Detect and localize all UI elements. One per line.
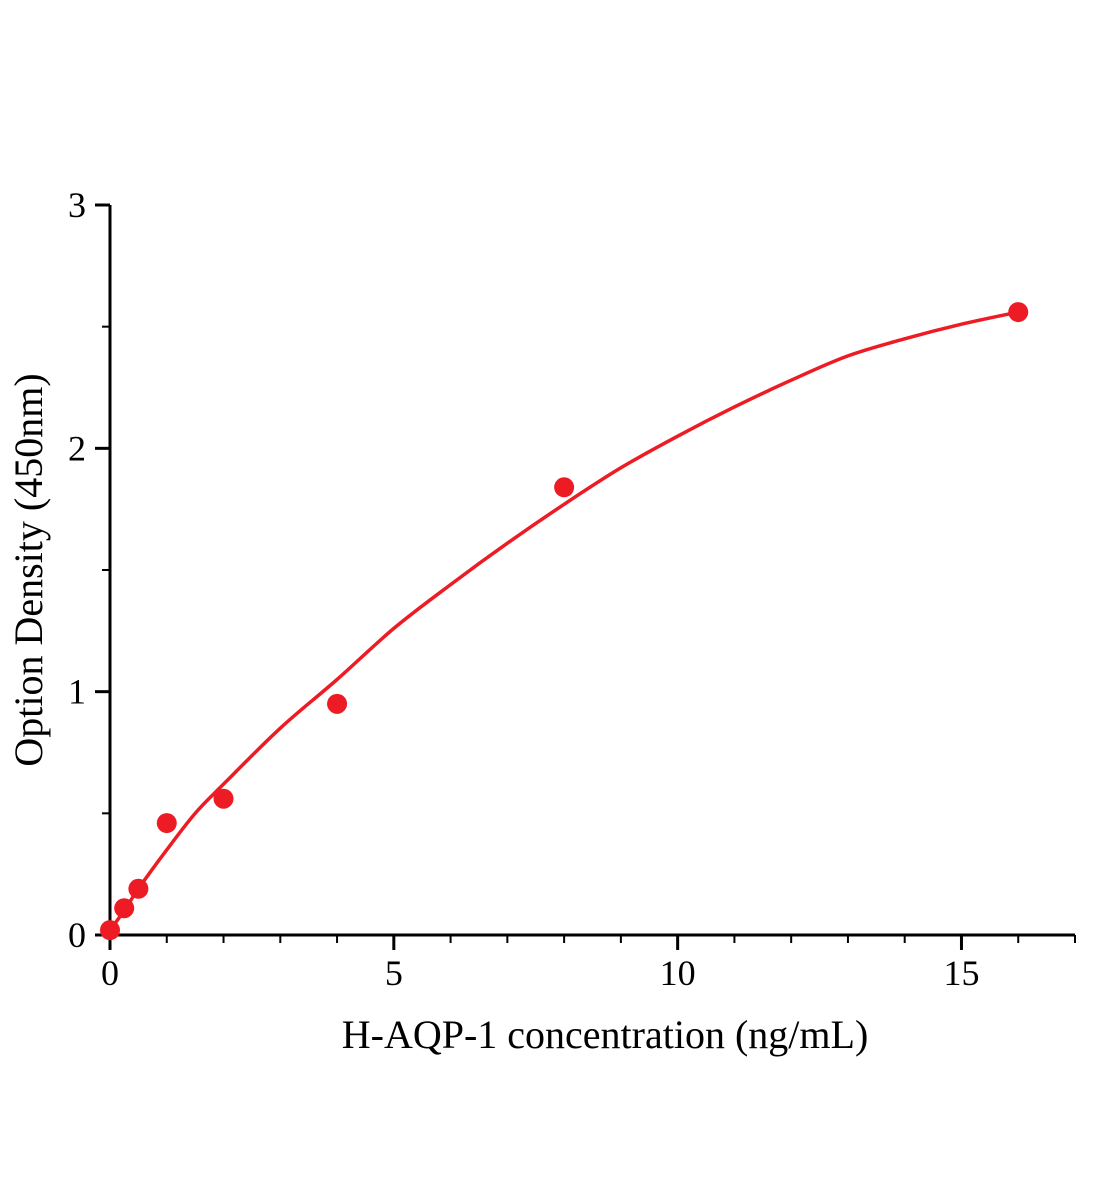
x-axis-label: H-AQP-1 concentration (ng/mL) — [342, 1012, 869, 1057]
data-point — [156, 813, 177, 834]
y-tick-label: 2 — [68, 428, 86, 468]
data-point — [554, 477, 575, 498]
axes-spines — [108, 205, 1075, 937]
x-tick-label: 10 — [660, 953, 696, 993]
data-point — [114, 898, 135, 919]
fit-line — [108, 310, 1019, 932]
y-tick-label: 3 — [68, 185, 86, 225]
data-point — [1008, 302, 1029, 323]
x-tick-label: 5 — [385, 953, 403, 993]
y-axis-label: Option Density (450nm) — [6, 373, 51, 766]
data-point — [327, 693, 348, 714]
y-tick-label: 0 — [68, 915, 86, 955]
data-point — [128, 878, 149, 899]
x-tick-label: 0 — [101, 953, 119, 993]
data-point — [100, 920, 120, 941]
data-point — [213, 788, 234, 809]
y-tick-label: 1 — [68, 672, 86, 712]
x-tick-label: 15 — [943, 953, 979, 993]
